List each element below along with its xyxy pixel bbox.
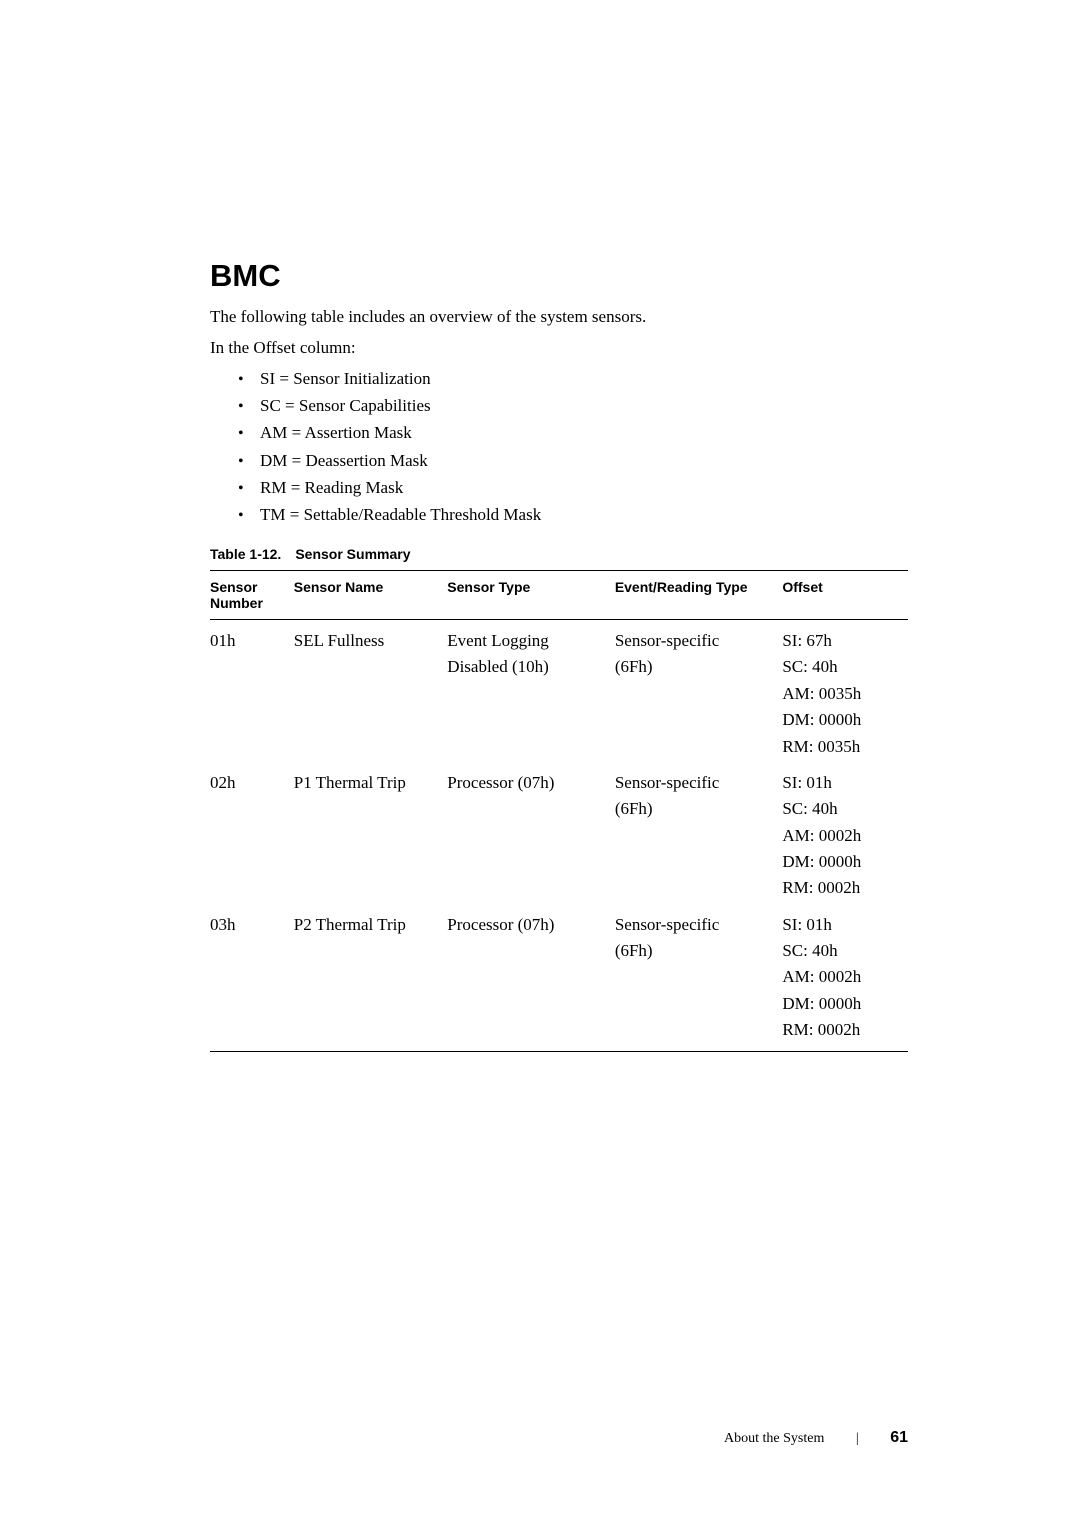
- cell-name: P2 Thermal Trip: [294, 904, 448, 1052]
- cell-event: Sensor-specific (6Fh): [615, 904, 783, 1052]
- cell-type: Event Logging Disabled (10h): [447, 620, 615, 762]
- offset-value: RM: 0035h: [782, 734, 904, 760]
- section-heading: BMC: [210, 258, 908, 294]
- event-line: Sensor-specific: [615, 770, 779, 796]
- offset-value: AM: 0002h: [782, 823, 904, 849]
- offset-value: DM: 0000h: [782, 849, 904, 875]
- page-footer: About the System | 61: [724, 1429, 908, 1447]
- footer-section-label: About the System: [724, 1431, 824, 1446]
- cell-offset: SI: 01h SC: 40h AM: 0002h DM: 0000h RM: …: [782, 904, 908, 1052]
- bullet-list: SI = Sensor Initialization SC = Sensor C…: [210, 365, 908, 528]
- offset-value: SC: 40h: [782, 938, 904, 964]
- footer-separator: |: [856, 1431, 859, 1446]
- table-row: 03h P2 Thermal Trip Processor (07h) Sens…: [210, 904, 908, 1052]
- event-line: Sensor-specific: [615, 912, 779, 938]
- cell-type: Processor (07h): [447, 904, 615, 1052]
- table-caption: Table 1-12. Sensor Summary: [210, 546, 908, 562]
- cell-event: Sensor-specific (6Fh): [615, 762, 783, 904]
- cell-offset: SI: 67h SC: 40h AM: 0035h DM: 0000h RM: …: [782, 620, 908, 762]
- cell-name: P1 Thermal Trip: [294, 762, 448, 904]
- col-header-event: Event/Reading Type: [615, 571, 783, 620]
- table-header-row: Sensor Number Sensor Name Sensor Type Ev…: [210, 571, 908, 620]
- offset-value: DM: 0000h: [782, 707, 904, 733]
- cell-number: 01h: [210, 620, 294, 762]
- cell-name: SEL Fullness: [294, 620, 448, 762]
- col-header-name: Sensor Name: [294, 571, 448, 620]
- offset-value: SI: 01h: [782, 912, 904, 938]
- offset-value: SI: 01h: [782, 770, 904, 796]
- cell-number: 03h: [210, 904, 294, 1052]
- type-line: Processor (07h): [447, 912, 611, 938]
- offset-value: SI: 67h: [782, 628, 904, 654]
- intro-text-2: In the Offset column:: [210, 335, 908, 361]
- type-line: Processor (07h): [447, 770, 611, 796]
- list-item: RM = Reading Mask: [210, 474, 908, 501]
- table-row: 02h P1 Thermal Trip Processor (07h) Sens…: [210, 762, 908, 904]
- event-line: (6Fh): [615, 938, 779, 964]
- offset-value: AM: 0002h: [782, 964, 904, 990]
- cell-number: 02h: [210, 762, 294, 904]
- list-item: TM = Settable/Readable Threshold Mask: [210, 501, 908, 528]
- table-row: 01h SEL Fullness Event Logging Disabled …: [210, 620, 908, 762]
- event-line: (6Fh): [615, 796, 779, 822]
- col-header-offset: Offset: [782, 571, 908, 620]
- event-line: Sensor-specific: [615, 628, 779, 654]
- list-item: AM = Assertion Mask: [210, 419, 908, 446]
- list-item: SC = Sensor Capabilities: [210, 392, 908, 419]
- type-line: Disabled (10h): [447, 654, 611, 680]
- cell-type: Processor (07h): [447, 762, 615, 904]
- offset-value: SC: 40h: [782, 654, 904, 680]
- intro-text-1: The following table includes an overview…: [210, 304, 908, 330]
- cell-event: Sensor-specific (6Fh): [615, 620, 783, 762]
- list-item: SI = Sensor Initialization: [210, 365, 908, 392]
- offset-value: DM: 0000h: [782, 991, 904, 1017]
- footer-page-number: 61: [890, 1429, 908, 1446]
- col-header-number: Sensor Number: [210, 571, 294, 620]
- cell-offset: SI: 01h SC: 40h AM: 0002h DM: 0000h RM: …: [782, 762, 908, 904]
- sensor-summary-table: Sensor Number Sensor Name Sensor Type Ev…: [210, 570, 908, 1052]
- offset-value: SC: 40h: [782, 796, 904, 822]
- event-line: (6Fh): [615, 654, 779, 680]
- col-header-type: Sensor Type: [447, 571, 615, 620]
- offset-value: AM: 0035h: [782, 681, 904, 707]
- offset-value: RM: 0002h: [782, 1017, 904, 1043]
- type-line: Event Logging: [447, 628, 611, 654]
- offset-value: RM: 0002h: [782, 875, 904, 901]
- list-item: DM = Deassertion Mask: [210, 447, 908, 474]
